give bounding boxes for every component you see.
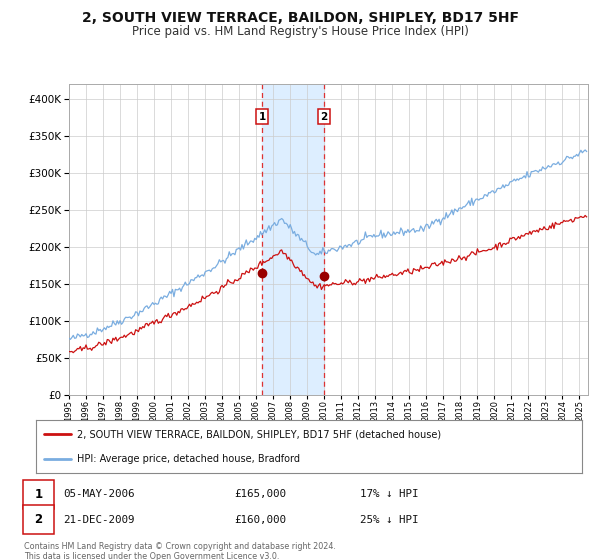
Text: 2: 2 xyxy=(34,513,43,526)
Text: HPI: Average price, detached house, Bradford: HPI: Average price, detached house, Brad… xyxy=(77,454,300,464)
Text: 2: 2 xyxy=(320,111,328,122)
Text: £160,000: £160,000 xyxy=(234,515,286,525)
Text: 2, SOUTH VIEW TERRACE, BAILDON, SHIPLEY, BD17 5HF (detached house): 2, SOUTH VIEW TERRACE, BAILDON, SHIPLEY,… xyxy=(77,430,441,440)
Text: 25% ↓ HPI: 25% ↓ HPI xyxy=(360,515,419,525)
Text: £165,000: £165,000 xyxy=(234,489,286,500)
Text: Price paid vs. HM Land Registry's House Price Index (HPI): Price paid vs. HM Land Registry's House … xyxy=(131,25,469,38)
Text: 05-MAY-2006: 05-MAY-2006 xyxy=(63,489,134,500)
Text: 21-DEC-2009: 21-DEC-2009 xyxy=(63,515,134,525)
Text: Contains HM Land Registry data © Crown copyright and database right 2024.
This d: Contains HM Land Registry data © Crown c… xyxy=(24,542,336,560)
Text: 1: 1 xyxy=(259,111,266,122)
Text: 2, SOUTH VIEW TERRACE, BAILDON, SHIPLEY, BD17 5HF: 2, SOUTH VIEW TERRACE, BAILDON, SHIPLEY,… xyxy=(82,11,518,25)
Text: 1: 1 xyxy=(34,488,43,501)
Text: 17% ↓ HPI: 17% ↓ HPI xyxy=(360,489,419,500)
Bar xyxy=(262,84,324,395)
